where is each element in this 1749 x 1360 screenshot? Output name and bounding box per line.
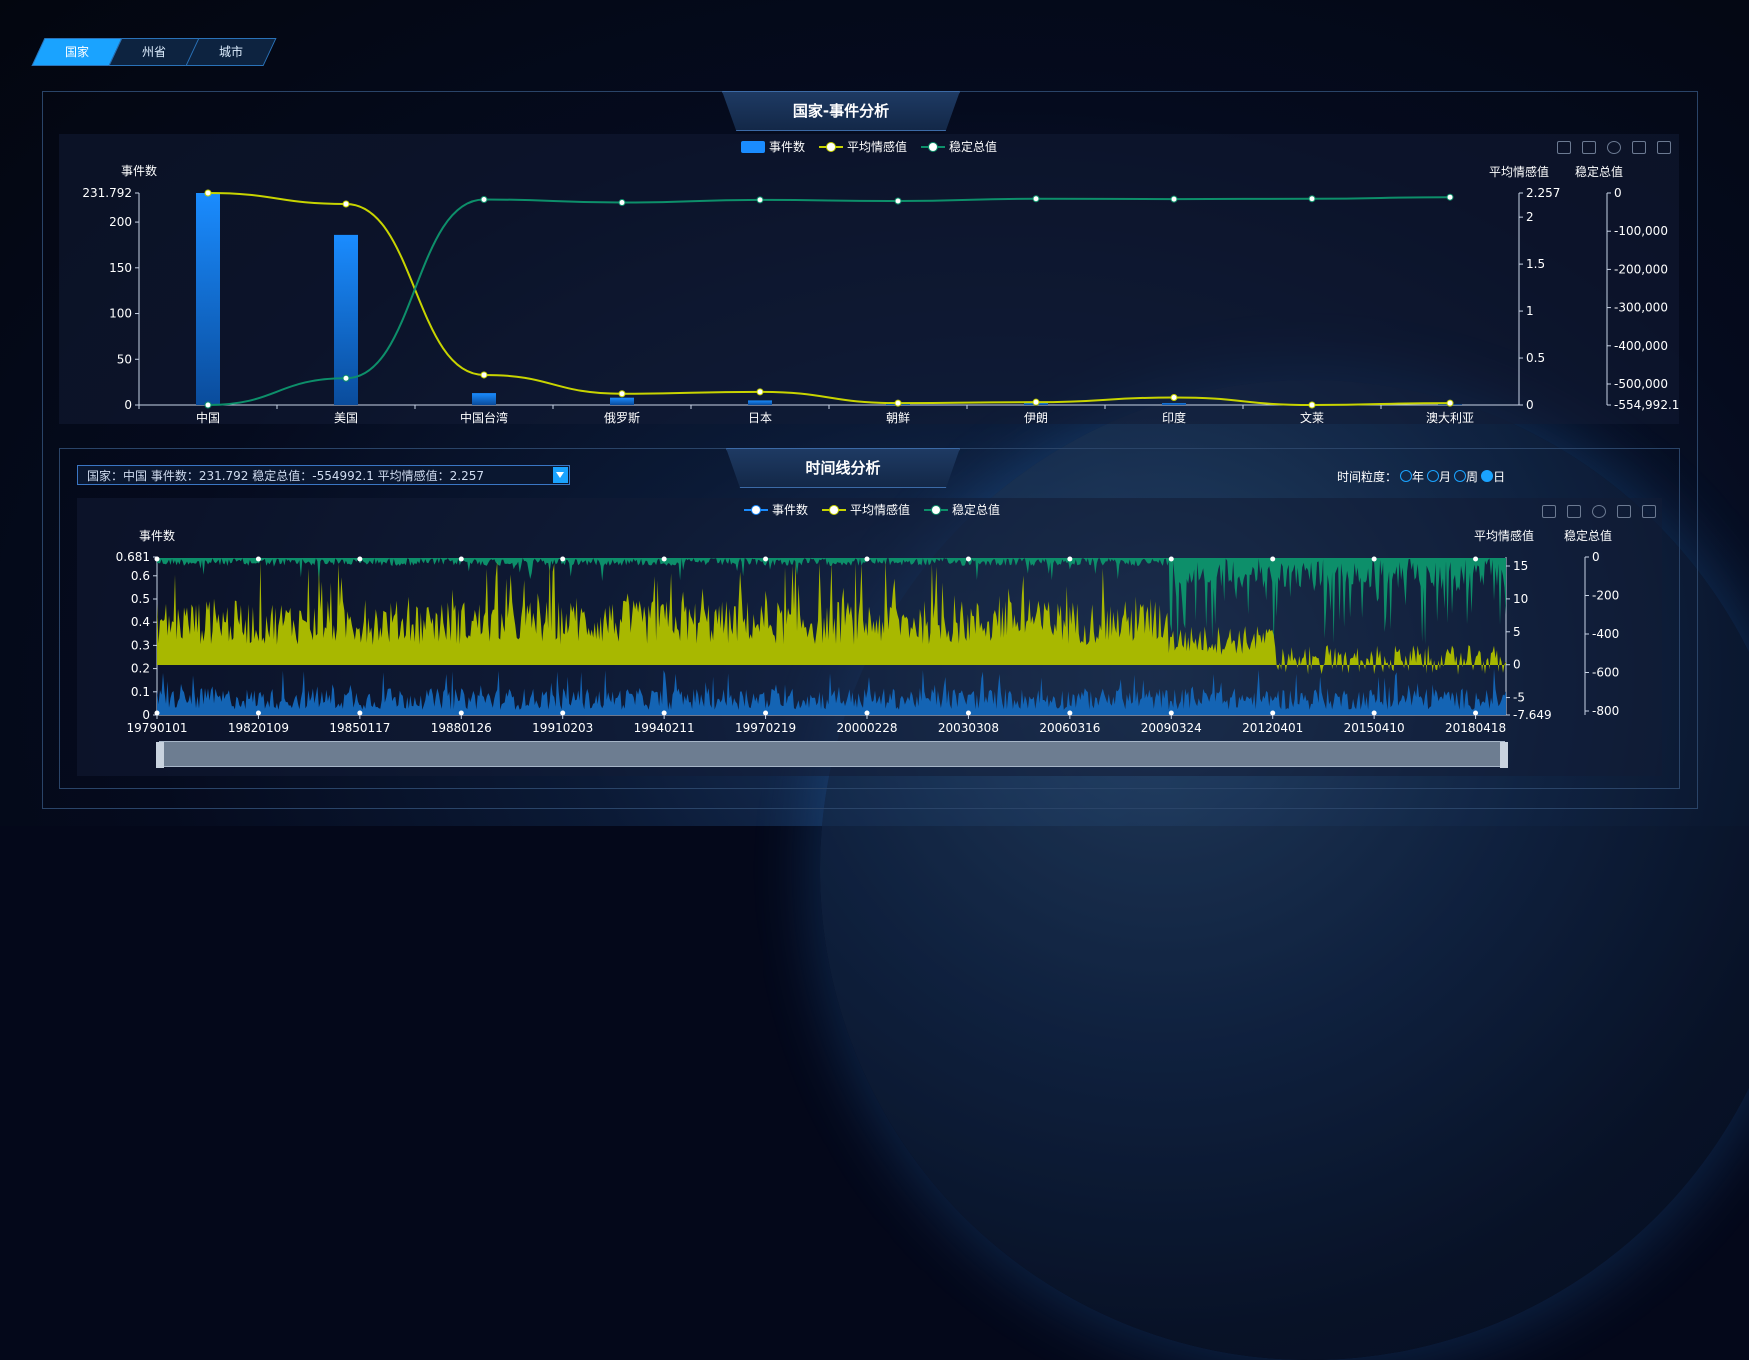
zoom-handle-right[interactable]: [1500, 742, 1508, 768]
event-point-1: [256, 711, 261, 716]
stable-point-2: [357, 557, 362, 562]
event-point-5: [662, 711, 667, 716]
left-tick-label: 0.2: [131, 662, 150, 676]
stable-point-5: [662, 557, 667, 562]
avg-sentiment-area: [157, 560, 1506, 675]
right2-tick-label: -200: [1592, 589, 1619, 603]
stable-point-13: [1473, 557, 1478, 562]
right1-tick-label: -5: [1513, 691, 1525, 705]
event-point-10: [1169, 711, 1174, 716]
stable-point-0: [155, 557, 160, 562]
x-tick-label-0: 19790101: [126, 721, 187, 735]
right1-tick-label: 15: [1513, 559, 1528, 573]
x-tick-label-2: 19850117: [329, 721, 390, 735]
x-tick-label-12: 20150410: [1344, 721, 1405, 735]
x-tick-label-13: 20180418: [1445, 721, 1506, 735]
event-point-3: [459, 711, 464, 716]
left-tick-label: 0: [142, 708, 150, 722]
events-area: [157, 669, 1506, 715]
stable-point-4: [560, 557, 565, 562]
event-point-6: [763, 711, 768, 716]
left-tick-label: 0.3: [131, 638, 150, 652]
left-tick-label: 0.6: [131, 569, 150, 583]
right1-tick-label: 0: [1513, 658, 1521, 672]
event-point-2: [357, 711, 362, 716]
event-point-13: [1473, 711, 1478, 716]
right2-tick-label: -600: [1592, 666, 1619, 680]
x-tick-label-4: 19910203: [532, 721, 593, 735]
x-tick-label-7: 20000228: [836, 721, 897, 735]
stable-point-6: [763, 557, 768, 562]
stable-point-12: [1372, 557, 1377, 562]
stable-point-7: [865, 557, 870, 562]
x-tick-label-11: 20120401: [1242, 721, 1303, 735]
stable-point-9: [1067, 557, 1072, 562]
x-tick-label-6: 19970219: [735, 721, 796, 735]
stable-point-11: [1270, 557, 1275, 562]
stable-point-10: [1169, 557, 1174, 562]
x-tick-label-1: 19820109: [228, 721, 289, 735]
timeline-chart: 0 0.1 0.2 0.3 0.4 0.5 0.6 0.681 -7.649 -5 0 5 10 15 -8…: [0, 0, 1749, 826]
right1-tick-label: 10: [1513, 592, 1528, 606]
x-tick-label-10: 20090324: [1141, 721, 1202, 735]
event-point-4: [560, 711, 565, 716]
left-tick-label: 0.5: [131, 592, 150, 606]
x-tick-label-3: 19880126: [431, 721, 492, 735]
left-tick-label: 0.681: [116, 550, 150, 564]
stable-point-1: [256, 557, 261, 562]
x-tick-label-5: 19940211: [634, 721, 695, 735]
stable-point-8: [966, 557, 971, 562]
event-point-11: [1270, 711, 1275, 716]
event-point-0: [155, 711, 160, 716]
left-tick-label: 0.4: [131, 615, 150, 629]
event-point-8: [966, 711, 971, 716]
x-tick-label-9: 20060316: [1039, 721, 1100, 735]
right2-tick-label: -400: [1592, 627, 1619, 641]
right2-tick-label: 0: [1592, 550, 1600, 564]
zoom-handle-left[interactable]: [156, 742, 164, 768]
right1-tick-label: 5: [1513, 625, 1521, 639]
left-axis-title: 事件数: [139, 528, 175, 543]
event-point-9: [1067, 711, 1072, 716]
stable-point-3: [459, 557, 464, 562]
right1-axis-title: 平均情感值: [1474, 528, 1534, 543]
right2-tick-label: -800: [1592, 704, 1619, 718]
data-zoom-slider[interactable]: [159, 741, 1505, 767]
x-tick-label-8: 20030308: [938, 721, 999, 735]
right1-tick-label: -7.649: [1513, 708, 1552, 722]
event-point-7: [865, 711, 870, 716]
event-point-12: [1372, 711, 1377, 716]
right2-axis-title: 稳定总值: [1564, 528, 1612, 543]
left-tick-label: 0.1: [131, 685, 150, 699]
